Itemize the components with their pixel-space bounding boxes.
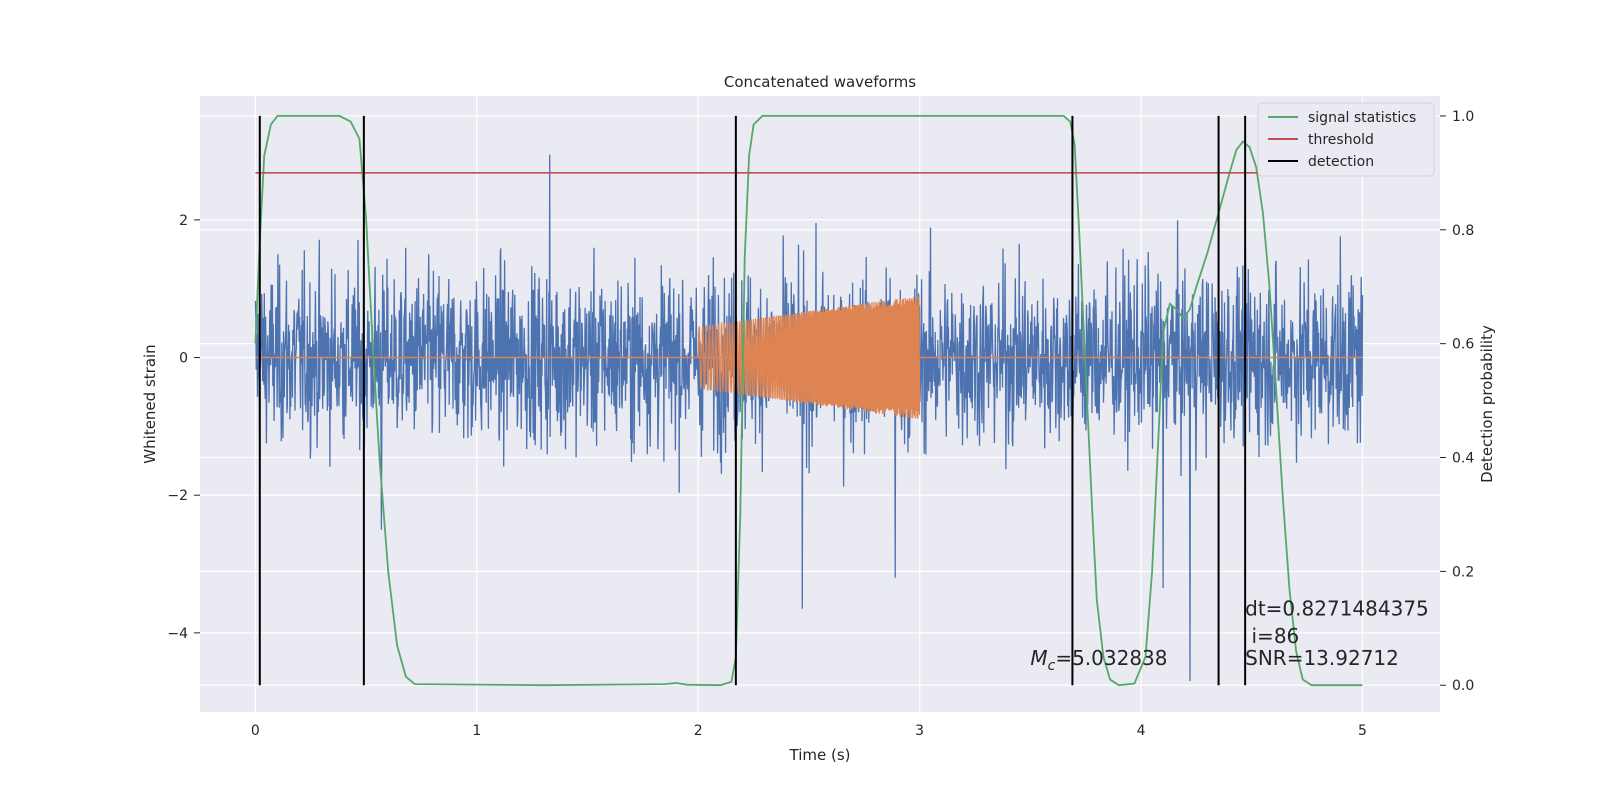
x-axis-label: Time (s) (789, 746, 851, 764)
x-tick-label: 3 (915, 723, 924, 739)
y-tick-label-right: 1.0 (1452, 109, 1474, 125)
y-tick-label-right: 0.4 (1452, 451, 1474, 467)
y-tick-label-left: −4 (167, 626, 188, 642)
legend-box (1257, 102, 1435, 177)
y-tick-label-right: 0.8 (1452, 223, 1474, 239)
legend-label-threshold: threshold (1308, 132, 1374, 148)
legend-label-detection: detection (1308, 154, 1374, 170)
y-tick-label-left: −2 (167, 488, 188, 504)
x-tick-label: 5 (1358, 723, 1367, 739)
y-tick-label-right: 0.2 (1452, 564, 1474, 580)
x-tick-label: 0 (251, 723, 260, 739)
annotation-text: i=86 (1245, 624, 1299, 648)
y-axis-label-left: Whitened strain (141, 344, 159, 463)
y-tick-label-left: 2 (179, 213, 188, 229)
plot-area (254, 115, 1385, 687)
y-tick-label-right: 0.0 (1452, 678, 1474, 694)
y-tick-label-left: 0 (179, 351, 188, 367)
annotation-text: dt=0.8271484375 (1245, 597, 1429, 621)
strain-series-line (254, 133, 1364, 682)
axes: 0 1 2 3 4 5 −4 −2 0 2 0.0 0.2 0.4 0.6 0.8 1.0 (167, 109, 1474, 739)
x-tick-label: 1 (472, 723, 481, 739)
legend-label-signal-statistics: signal statistics (1308, 110, 1416, 126)
y-tick-label-right: 0.6 (1452, 337, 1474, 353)
legend: signal statistics threshold detection (1257, 102, 1435, 177)
y-axis-label-right: Detection probability (1478, 325, 1496, 483)
x-tick-label: 2 (694, 723, 703, 739)
annotation-text: Mc=5.032838 (1030, 646, 1167, 674)
chart-title: Concatenated waveforms (724, 73, 916, 91)
annotation-text: SNR=13.92712 (1245, 646, 1399, 670)
signal-statistics-line (254, 115, 1363, 687)
x-tick-label: 4 (1137, 723, 1146, 739)
